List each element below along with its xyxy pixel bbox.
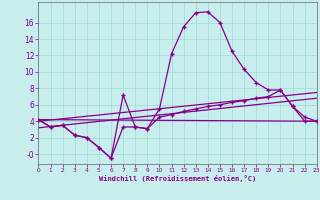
X-axis label: Windchill (Refroidissement éolien,°C): Windchill (Refroidissement éolien,°C) bbox=[99, 175, 256, 182]
